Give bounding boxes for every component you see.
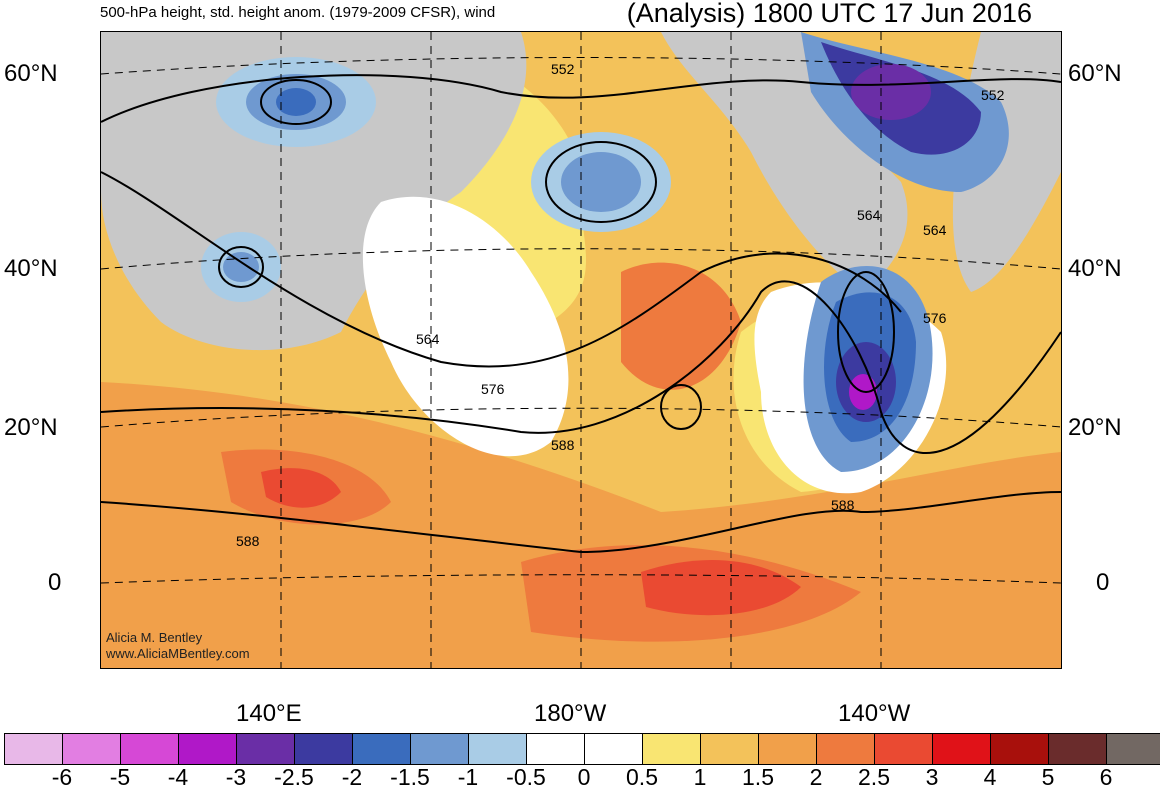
colorbar-tick-label: 2 bbox=[809, 764, 823, 790]
colorbar-swatch bbox=[295, 734, 353, 764]
low-japan-core bbox=[223, 252, 259, 282]
anomaly-subtropical bbox=[621, 262, 741, 390]
colorbar-swatch bbox=[1107, 734, 1160, 764]
colorbar-swatch bbox=[643, 734, 701, 764]
near-zero-bering bbox=[362, 196, 569, 457]
colorbar-tick-label: -2.5 bbox=[274, 764, 314, 790]
colorbar-swatch bbox=[237, 734, 295, 764]
map-panel: 552 552 564 564 564 576 576 588 588 588 bbox=[100, 31, 1062, 669]
lat-label-left: 40°N bbox=[4, 255, 58, 282]
colorbar-swatch bbox=[759, 734, 817, 764]
colorbar-swatch bbox=[469, 734, 527, 764]
anomaly-map: 552 552 564 564 564 576 576 588 588 588 bbox=[101, 32, 1061, 668]
colorbar-swatch bbox=[1049, 734, 1107, 764]
contour-label: 588 bbox=[236, 533, 260, 549]
lon-label: 140°W bbox=[838, 700, 911, 727]
contour-label: 588 bbox=[831, 497, 855, 513]
colorbar-swatch bbox=[991, 734, 1049, 764]
colorbar-swatch bbox=[353, 734, 411, 764]
colorbar-swatch bbox=[5, 734, 63, 764]
lon-label: 180°W bbox=[534, 700, 607, 727]
contour-label: 576 bbox=[481, 381, 505, 397]
analysis-time: (Analysis) 1800 UTC 17 Jun 2016 bbox=[626, 0, 1032, 28]
low-arctic-core bbox=[851, 64, 931, 120]
colorbar-tick-label: -1.5 bbox=[390, 764, 430, 790]
colorbar-tick-label: 1 bbox=[693, 764, 707, 790]
credit-author: Alicia M. Bentley bbox=[106, 630, 203, 645]
colorbar-tick-label: -1 bbox=[457, 764, 479, 790]
contour-label: 588 bbox=[551, 437, 575, 453]
colorbar-swatch bbox=[701, 734, 759, 764]
colorbar-swatch bbox=[585, 734, 643, 764]
colorbar-tick-label: -3 bbox=[225, 764, 247, 790]
colorbar-tick-label: -2 bbox=[341, 764, 363, 790]
credit-website: www.AliciaMBentley.com bbox=[106, 646, 250, 661]
lat-label-right: 60°N bbox=[1068, 60, 1122, 87]
contour-label: 564 bbox=[857, 207, 881, 223]
low-bering-core bbox=[561, 152, 641, 212]
colorbar-tick-label: 1.5 bbox=[742, 764, 774, 790]
colorbar-swatch bbox=[63, 734, 121, 764]
colorbar-tick-label: -4 bbox=[167, 764, 189, 790]
low-siberia-core bbox=[276, 88, 316, 116]
colorbar bbox=[4, 733, 1160, 765]
colorbar-swatch bbox=[121, 734, 179, 764]
colorbar-tick-label: -5 bbox=[109, 764, 131, 790]
colorbar-tick-label: -0.5 bbox=[506, 764, 546, 790]
colorbar-tick-label: -6 bbox=[51, 764, 73, 790]
lat-label-left: 20°N bbox=[4, 414, 58, 441]
land-alaska bbox=[661, 32, 908, 292]
height-contours bbox=[101, 74, 1061, 554]
colorbar-tick-label: 3 bbox=[925, 764, 939, 790]
colorbar-tick-label: 0.5 bbox=[626, 764, 658, 790]
contour-label: 564 bbox=[416, 331, 440, 347]
colorbar-swatch bbox=[527, 734, 585, 764]
map-title: 500-hPa height, std. height anom. (1979-… bbox=[100, 4, 496, 21]
contour-label: 564 bbox=[923, 222, 947, 238]
contour-label: 576 bbox=[923, 310, 947, 326]
anomaly-equatorial-core bbox=[641, 560, 801, 616]
lon-label: 140°E bbox=[236, 700, 302, 727]
colorbar-tick-label: 4 bbox=[983, 764, 997, 790]
colorbar-tick-label: 6 bbox=[1099, 764, 1113, 790]
lat-label-left: 60°N bbox=[4, 60, 58, 87]
colorbar-swatch bbox=[875, 734, 933, 764]
colorbar-swatch bbox=[817, 734, 875, 764]
lat-label-right: 0 bbox=[1096, 569, 1110, 596]
contour-label: 552 bbox=[551, 61, 575, 77]
colorbar-swatch bbox=[933, 734, 991, 764]
colorbar-swatch bbox=[411, 734, 469, 764]
colorbar-tick-label: 5 bbox=[1041, 764, 1055, 790]
lat-label-right: 20°N bbox=[1068, 414, 1122, 441]
colorbar-tick-label: 2.5 bbox=[858, 764, 890, 790]
lat-label-right: 40°N bbox=[1068, 255, 1122, 282]
contour-label: 552 bbox=[981, 87, 1005, 103]
colorbar-tick-label: 0 bbox=[577, 764, 591, 790]
lat-label-left: 0 bbox=[48, 569, 62, 596]
graticule bbox=[101, 32, 1061, 668]
colorbar-swatch bbox=[179, 734, 237, 764]
